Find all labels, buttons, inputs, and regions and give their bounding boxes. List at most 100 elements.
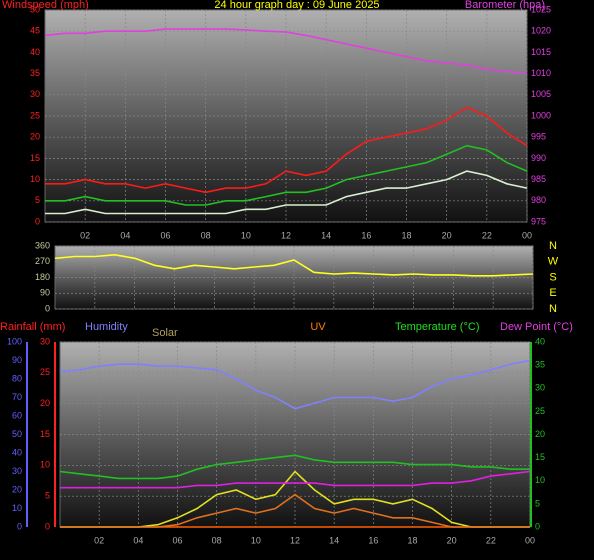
y-tick-label: 35: [30, 68, 40, 78]
y-tick-label: 10: [40, 460, 50, 470]
y-tick-label: 0: [45, 303, 50, 313]
y-tick-label: 5: [45, 491, 50, 501]
legend-label: Solar: [152, 327, 178, 339]
y3-tick-label: 0: [17, 521, 22, 531]
x-tick-label: 12: [290, 535, 300, 545]
series-line: [60, 470, 531, 489]
y-tick-label: 15: [30, 153, 40, 163]
y2-tick-label: 975: [531, 216, 546, 226]
x-tick-label: 22: [482, 230, 492, 240]
y-tick-label: 40: [30, 47, 40, 57]
y2-axis-title: Barometer (hpa): [465, 0, 545, 11]
y-tick-label: 180: [35, 272, 50, 282]
x-tick-label: 08: [212, 535, 222, 545]
chart-title: 24 hour graph day : 09 June 2025: [214, 0, 379, 11]
y2-tick-label: 35: [535, 360, 545, 370]
y2-tick-label: 0: [535, 521, 540, 531]
legend-label: UV: [310, 321, 326, 333]
y-tick-label: 30: [30, 89, 40, 99]
y-tick-label: 30: [40, 336, 50, 346]
x-tick-label: 20: [447, 535, 457, 545]
x-tick-label: 10: [241, 230, 251, 240]
y-tick-label: 5: [35, 195, 40, 205]
y3-tick-label: 20: [12, 484, 22, 494]
y2-tick-label: 30: [535, 383, 545, 393]
x-tick-label: 20: [442, 230, 452, 240]
y2-tick-label: 1000: [531, 110, 551, 120]
y2-tick-label: 5: [535, 498, 540, 508]
y2-tick-label: 1015: [531, 47, 551, 57]
series-line: [59, 359, 531, 410]
y-tick-label: 20: [30, 132, 40, 142]
series-line: [45, 170, 528, 215]
x-tick-label: 00: [525, 535, 535, 545]
y-tick-label: 45: [30, 26, 40, 36]
y-tick-label: 90: [40, 288, 50, 298]
y-tick-label: 360: [35, 240, 50, 250]
x-tick-label: 14: [329, 535, 339, 545]
y2-tick-label: 15: [535, 452, 545, 462]
y-tick-label: 15: [40, 429, 50, 439]
y2-tick-label: 25: [535, 406, 545, 416]
y3-tick-label: 10: [12, 503, 22, 513]
x-tick-label: 16: [368, 535, 378, 545]
y2-tick-label: 1010: [531, 68, 551, 78]
y-tick-label: 0: [35, 216, 40, 226]
x-tick-label: 02: [94, 535, 104, 545]
series-line: [54, 253, 534, 277]
y2-tick-label: 990: [531, 153, 546, 163]
legend-label: Dew Point (°C): [500, 321, 573, 333]
y2-tick-label: S: [549, 271, 556, 283]
y-tick-label: 0: [45, 521, 50, 531]
y2-tick-label: 980: [531, 195, 546, 205]
x-tick-label: 00: [522, 230, 532, 240]
y3-tick-label: 50: [12, 429, 22, 439]
legend-label: Humidity: [85, 321, 128, 333]
y2-tick-label: N: [549, 240, 557, 252]
series-line: [44, 28, 528, 75]
y2-tick-label: 995: [531, 132, 546, 142]
y3-tick-label: 60: [12, 410, 22, 420]
legend-label: Temperature (°C): [395, 321, 479, 333]
series-line: [45, 106, 528, 194]
y3-tick-label: 80: [12, 373, 22, 383]
y2-tick-label: 40: [535, 336, 545, 346]
legend-label: Rainfall (mm): [0, 321, 65, 333]
y-tick-label: 20: [40, 398, 50, 408]
y-tick-label: 270: [35, 256, 50, 266]
x-tick-label: 14: [321, 230, 331, 240]
y2-tick-label: 985: [531, 174, 546, 184]
x-tick-label: 04: [120, 230, 130, 240]
y2-tick-label: 10: [535, 475, 545, 485]
x-tick-label: 12: [281, 230, 291, 240]
x-tick-label: 08: [201, 230, 211, 240]
y-tick-label: 10: [30, 174, 40, 184]
x-tick-label: 04: [133, 535, 143, 545]
y2-tick-label: W: [548, 256, 559, 268]
y2-tick-label: 20: [535, 429, 545, 439]
x-tick-label: 06: [160, 230, 170, 240]
series-line: [60, 493, 530, 528]
y3-tick-label: 70: [12, 392, 22, 402]
y-tick-label: 25: [40, 367, 50, 377]
y-tick-label: 50: [30, 4, 40, 14]
y3-tick-label: 90: [12, 355, 22, 365]
x-tick-label: 18: [401, 230, 411, 240]
y3-tick-label: 40: [12, 447, 22, 457]
x-tick-label: 18: [407, 535, 417, 545]
y-tick-label: 25: [30, 110, 40, 120]
y-axis-title: Windspeed (mph): [2, 0, 89, 11]
x-tick-label: 06: [172, 535, 182, 545]
x-tick-label: 22: [486, 535, 496, 545]
x-tick-label: 10: [251, 535, 261, 545]
y2-tick-label: 1005: [531, 89, 551, 99]
y2-tick-label: E: [549, 287, 556, 299]
y2-tick-label: 1025: [531, 4, 551, 14]
x-tick-label: 02: [80, 230, 90, 240]
y2-tick-label: 1020: [531, 26, 551, 36]
y3-tick-label: 30: [12, 466, 22, 476]
x-tick-label: 16: [361, 230, 371, 240]
y2-tick-label: N: [549, 303, 557, 315]
y3-tick-label: 100: [7, 336, 22, 346]
